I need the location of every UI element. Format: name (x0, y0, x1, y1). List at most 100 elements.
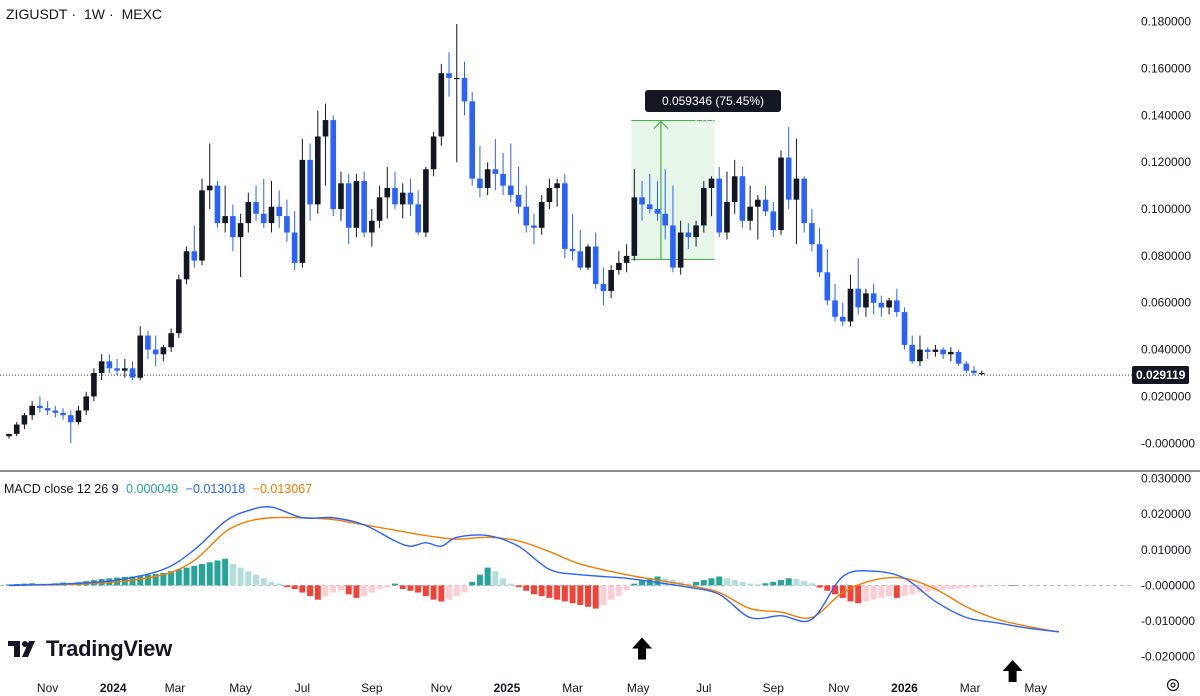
candle (546, 178, 553, 210)
candle (623, 244, 630, 273)
macd-tick-label: -0.000000 (1141, 578, 1195, 592)
histogram-bar (453, 585, 460, 597)
candle (430, 131, 437, 177)
histogram-bar (747, 583, 754, 586)
histogram-bar (862, 585, 869, 602)
histogram-bar (392, 583, 398, 586)
histogram-bar (245, 571, 252, 586)
candle (724, 171, 730, 240)
histogram-bar (754, 584, 761, 586)
time-tick-label: May (627, 681, 650, 695)
time-tick-label: Nov (37, 681, 58, 695)
histogram-bar (368, 585, 375, 593)
histogram-bar (515, 585, 522, 588)
candle (222, 185, 228, 233)
symbol-legend[interactable]: ZIGUSDT · 1W · MEXC (6, 6, 166, 22)
histogram-bar (268, 581, 275, 586)
histogram-bar (940, 585, 947, 590)
candle (21, 412, 28, 430)
candle (847, 274, 854, 327)
arrow-up-icon (632, 637, 653, 660)
candle (948, 347, 954, 362)
candle (60, 408, 66, 420)
histogram-bar (1009, 585, 1016, 587)
settings-icon[interactable] (1166, 678, 1180, 692)
candle (662, 169, 668, 240)
histogram-bar (808, 583, 815, 586)
histogram-bar (986, 585, 993, 587)
candle (199, 178, 205, 266)
time-tick-label: Nov (431, 681, 452, 695)
histogram-bar (415, 585, 422, 593)
candle (299, 138, 306, 268)
candle (592, 232, 599, 289)
candle (253, 185, 259, 221)
histogram-bar (191, 565, 198, 586)
histogram-bar (430, 585, 437, 600)
candle (415, 190, 421, 235)
time-axis[interactable]: SepNov2024MarMayJulSepNov2025MarMayJulSe… (0, 681, 1047, 695)
candle (608, 265, 614, 299)
macd-signal-line (8, 516, 1060, 633)
histogram-bar (214, 560, 221, 586)
time-tick-label: Sep (361, 681, 383, 695)
candle (531, 213, 537, 245)
time-tick-label: Mar (562, 681, 583, 695)
histogram-bar (716, 576, 723, 586)
candle (376, 185, 383, 228)
candle (616, 251, 622, 275)
histogram-bar (839, 585, 846, 598)
macd-legend[interactable]: MACD close 12 26 9 0.000049 −0.013018 −0… (4, 482, 316, 496)
price-axis[interactable]: 0.180000 0.160000 0.140000 0.120000 0.100000… (1141, 15, 1195, 451)
candle (13, 422, 20, 437)
tradingview-logo[interactable]: TradingView (8, 636, 172, 662)
candle (461, 61, 468, 116)
histogram-bar (693, 581, 700, 586)
histogram-bar (654, 576, 661, 586)
candle (654, 180, 661, 221)
arrow-annotations (632, 637, 1023, 682)
histogram-bar (963, 585, 970, 589)
candle (484, 162, 491, 196)
candle (894, 288, 900, 317)
price-tick-label: 0.060000 (1141, 296, 1191, 310)
macd-histogram (6, 558, 1016, 609)
measure-label: 0.059346 (75.45%) 59,346 (645, 90, 781, 130)
candle (106, 354, 113, 374)
candle (477, 145, 483, 198)
histogram-bar (909, 585, 916, 595)
histogram-bar (886, 585, 893, 597)
candle (677, 220, 684, 275)
histogram-bar (492, 571, 499, 586)
macd-axis[interactable]: 0.030000 0.020000 0.010000 -0.000000 -0.0100… (1141, 472, 1195, 664)
histogram-bar (337, 585, 344, 591)
candle (52, 405, 59, 418)
histogram-bar (291, 585, 298, 589)
candle (809, 209, 815, 252)
histogram-bar (631, 583, 638, 586)
candle (554, 178, 560, 207)
histogram-bar (824, 585, 831, 591)
candle (83, 391, 89, 416)
candle (6, 433, 12, 439)
time-tick-label: Mar (165, 681, 186, 695)
time-tick-label: Jul (696, 681, 711, 695)
histogram-bar (723, 578, 730, 586)
histogram-bar (206, 562, 213, 586)
candle (152, 335, 159, 366)
candle (886, 298, 892, 315)
histogram-bar (322, 585, 329, 597)
histogram-bar (222, 558, 229, 586)
histogram-bar (500, 578, 507, 586)
candle (338, 171, 344, 221)
candle (971, 365, 977, 376)
candle (91, 368, 97, 402)
candle (863, 288, 869, 317)
candle (538, 195, 545, 235)
candle (716, 166, 723, 238)
candle (924, 347, 931, 359)
candle (407, 178, 414, 217)
candle (214, 180, 221, 228)
candle (932, 344, 939, 357)
